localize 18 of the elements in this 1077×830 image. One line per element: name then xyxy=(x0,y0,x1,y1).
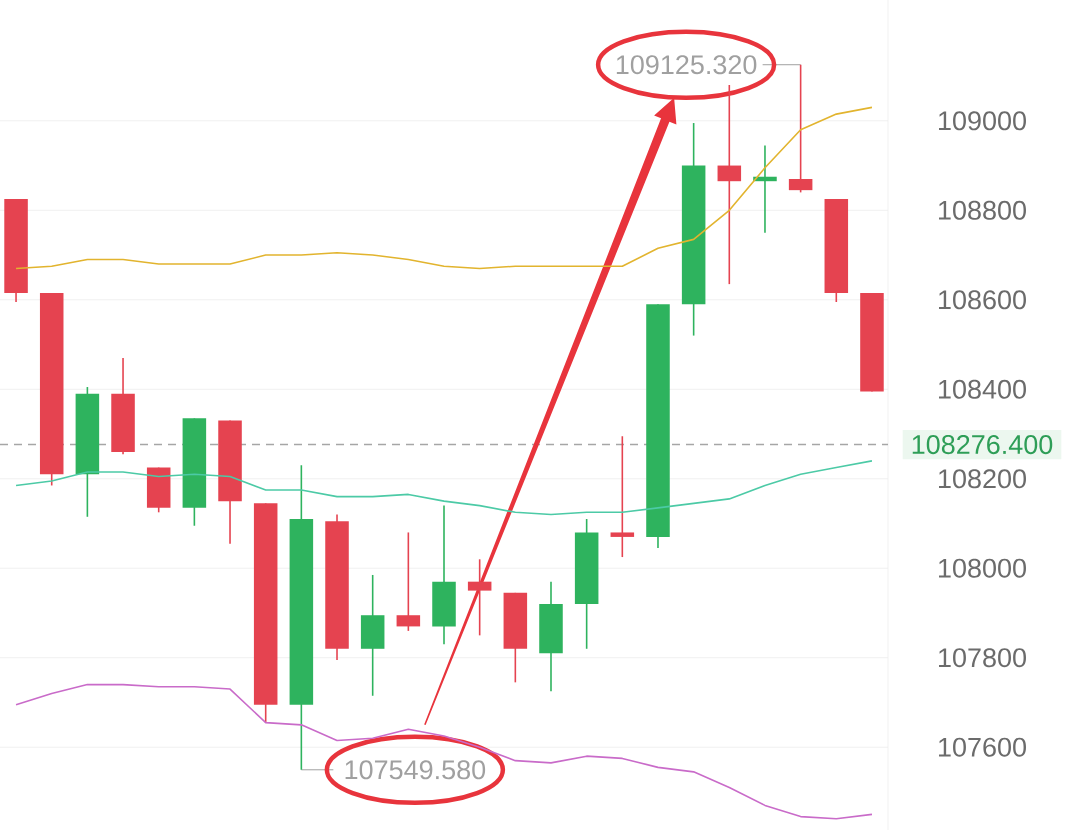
candlestick xyxy=(788,63,813,194)
y-tick-label: 108200 xyxy=(939,469,1026,489)
candlestick xyxy=(396,531,421,632)
candlestick xyxy=(717,84,742,285)
y-tick-label: 108600 xyxy=(939,290,1026,310)
y-tick-label: 108400 xyxy=(939,379,1026,399)
candlestick xyxy=(467,558,492,637)
annotation: 109125.320 xyxy=(616,55,757,75)
line-series xyxy=(15,460,873,516)
y-tick-label: 107600 xyxy=(939,737,1026,757)
candlestick xyxy=(610,435,635,558)
line-series xyxy=(15,683,873,820)
ref-line-label: 108276.400 xyxy=(912,435,1053,455)
y-tick-label: 109000 xyxy=(939,111,1026,131)
y-tick-label: 108000 xyxy=(939,558,1026,578)
annotation: 107549.580 xyxy=(345,760,486,780)
y-tick-label: 107800 xyxy=(939,648,1026,668)
y-tick-label: 108800 xyxy=(939,200,1026,220)
